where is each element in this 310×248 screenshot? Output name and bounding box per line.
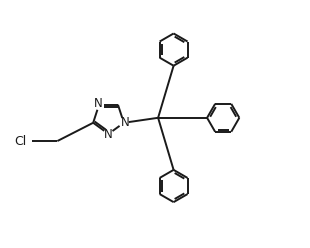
- Text: N: N: [104, 128, 113, 141]
- Text: N: N: [94, 97, 103, 110]
- Text: Cl: Cl: [14, 135, 26, 148]
- Text: N: N: [121, 116, 130, 129]
